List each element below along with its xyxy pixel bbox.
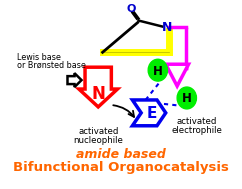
Polygon shape — [166, 64, 189, 86]
FancyArrow shape — [68, 73, 82, 87]
Text: nucleophile: nucleophile — [73, 136, 123, 145]
Text: N: N — [91, 85, 105, 103]
Text: or Brønsted base: or Brønsted base — [17, 61, 86, 70]
Circle shape — [177, 87, 197, 109]
Text: H: H — [153, 65, 163, 78]
Text: activated: activated — [176, 117, 217, 126]
Text: electrophile: electrophile — [171, 126, 222, 135]
Text: activated: activated — [78, 127, 118, 136]
Text: N: N — [161, 21, 172, 34]
Text: E: E — [146, 106, 157, 121]
Polygon shape — [132, 100, 166, 126]
Text: amide based: amide based — [76, 148, 166, 161]
Text: Lewis base: Lewis base — [17, 53, 61, 62]
Polygon shape — [79, 67, 118, 107]
Text: O: O — [127, 4, 136, 14]
Text: H: H — [182, 92, 192, 105]
Text: Bifunctional Organocatalysis: Bifunctional Organocatalysis — [13, 161, 229, 174]
Circle shape — [148, 59, 167, 81]
